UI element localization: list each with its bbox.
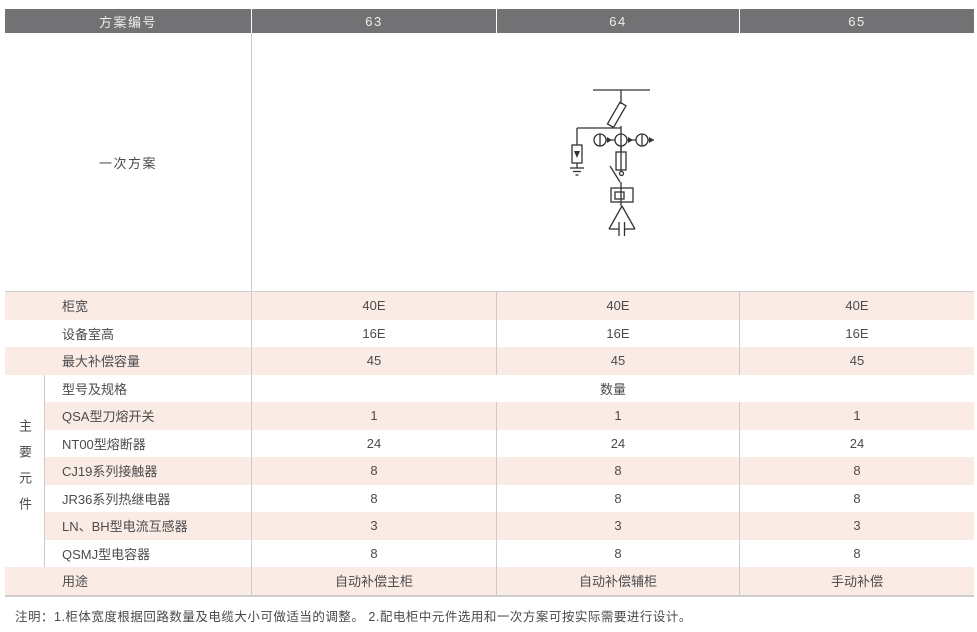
table-row-room-height: 设备室高 16E 16E 16E xyxy=(5,319,974,347)
switch-contact-icon xyxy=(609,165,625,183)
table-row-component: NT00型熔断器 24 24 24 xyxy=(45,429,974,457)
value-cell: 3 xyxy=(853,518,861,534)
value-cell: 8 xyxy=(853,545,861,561)
components-group-cell: 主要元件 xyxy=(5,374,45,567)
row-label: NT00型熔断器 xyxy=(45,429,252,457)
table-row-component: QSMJ型电容器 8 8 8 xyxy=(45,539,974,567)
value-cell: 8 xyxy=(853,463,861,479)
scheme-spec-table: 方案编号 63 64 65 一次方案 xyxy=(5,9,974,597)
value-cell: 8 xyxy=(252,539,497,567)
one-line-diagram xyxy=(570,89,654,236)
scheme-63-header: 63 xyxy=(252,9,497,33)
value-cell: 3 xyxy=(497,512,740,540)
knife-fuse-switch-icon xyxy=(606,101,627,129)
value-cell: 40E xyxy=(845,298,869,314)
value-cell: 24 xyxy=(252,429,497,457)
row-label: QSA型刀熔开关 xyxy=(45,402,252,430)
value-cell: 8 xyxy=(252,457,497,485)
delta-capacitor-icon xyxy=(608,205,636,236)
value-cell: 8 xyxy=(853,490,861,506)
row-label: 柜宽 xyxy=(5,292,252,320)
value-cell: 手动补偿 xyxy=(830,574,883,590)
value-cell: 24 xyxy=(849,435,865,451)
value-cell: 40E xyxy=(252,292,497,320)
value-cell: 8 xyxy=(497,457,740,485)
quantity-header-label: 数量 xyxy=(599,381,626,397)
primary-scheme-diagram-cell xyxy=(252,33,974,291)
value-cell: 1 xyxy=(497,402,740,430)
value-cell: 自动补偿主柜 xyxy=(252,567,497,595)
current-transformers-icon xyxy=(593,133,654,147)
value-cell: 1 xyxy=(853,408,861,424)
value-cell: 3 xyxy=(252,512,497,540)
table-row-cabinet-width: 柜宽 40E 40E 40E xyxy=(5,291,974,320)
value-cell: 自动补偿辅柜 xyxy=(497,567,740,595)
primary-scheme-row: 一次方案 xyxy=(5,33,974,291)
value-cell: 8 xyxy=(497,539,740,567)
value-cell: 45 xyxy=(849,353,865,369)
value-cell: 16E xyxy=(845,325,869,341)
table-row-usage: 用途 自动补偿主柜 自动补偿辅柜 手动补偿 xyxy=(5,567,974,597)
value-cell: 40E xyxy=(497,292,740,320)
table-row-component: JR36系列热继电器 8 8 8 xyxy=(45,484,974,512)
table-row-component: QSA型刀熔开关 1 1 1 xyxy=(45,402,974,430)
row-label: 最大补偿容量 xyxy=(5,347,252,375)
value-cell: 24 xyxy=(497,429,740,457)
row-label: QSMJ型电容器 xyxy=(45,539,252,567)
scheme-number-header: 方案编号 xyxy=(5,9,252,33)
components-section: 主要元件 型号及规格 数量 QSA型刀熔开关 1 1 1 NT00型熔断器 24… xyxy=(5,374,974,567)
note-text: 注明：1.柜体宽度根据回路数量及电缆大小可做适当的调整。 2.配电柜中元件选用和… xyxy=(15,610,692,624)
value-cell: 1 xyxy=(252,402,497,430)
components-rows: 型号及规格 数量 QSA型刀熔开关 1 1 1 NT00型熔断器 24 24 2… xyxy=(45,374,974,567)
value-cell: 16E xyxy=(497,319,740,347)
row-label: CJ19系列接触器 xyxy=(45,457,252,485)
table-row-max-compensation: 最大补偿容量 45 45 45 xyxy=(5,347,974,375)
earth-icon xyxy=(570,167,584,176)
primary-scheme-label: 一次方案 xyxy=(5,33,252,291)
table-row-spec-header: 型号及规格 数量 xyxy=(45,374,974,402)
table-row-component: CJ19系列接触器 8 8 8 xyxy=(45,457,974,485)
table-row-component: LN、BH型电流互感器 3 3 3 xyxy=(45,512,974,540)
row-label: 设备室高 xyxy=(5,319,252,347)
header-row: 方案编号 63 64 65 xyxy=(5,9,974,33)
value-cell: 45 xyxy=(252,347,497,375)
value-cell: 45 xyxy=(497,347,740,375)
fuse-icon xyxy=(615,151,627,171)
scheme-64-header: 64 xyxy=(497,9,740,33)
row-label: LN、BH型电流互感器 xyxy=(45,512,252,540)
row-label: JR36系列热继电器 xyxy=(45,484,252,512)
value-cell: 16E xyxy=(252,319,497,347)
row-label: 用途 xyxy=(5,567,252,595)
value-cell: 8 xyxy=(252,484,497,512)
value-cell: 8 xyxy=(497,484,740,512)
spec-header-label: 型号及规格 xyxy=(45,374,252,402)
thermal-relay-icon xyxy=(610,187,634,203)
scheme-65-header: 65 xyxy=(848,13,866,29)
components-group-label: 主要元件 xyxy=(17,418,32,523)
